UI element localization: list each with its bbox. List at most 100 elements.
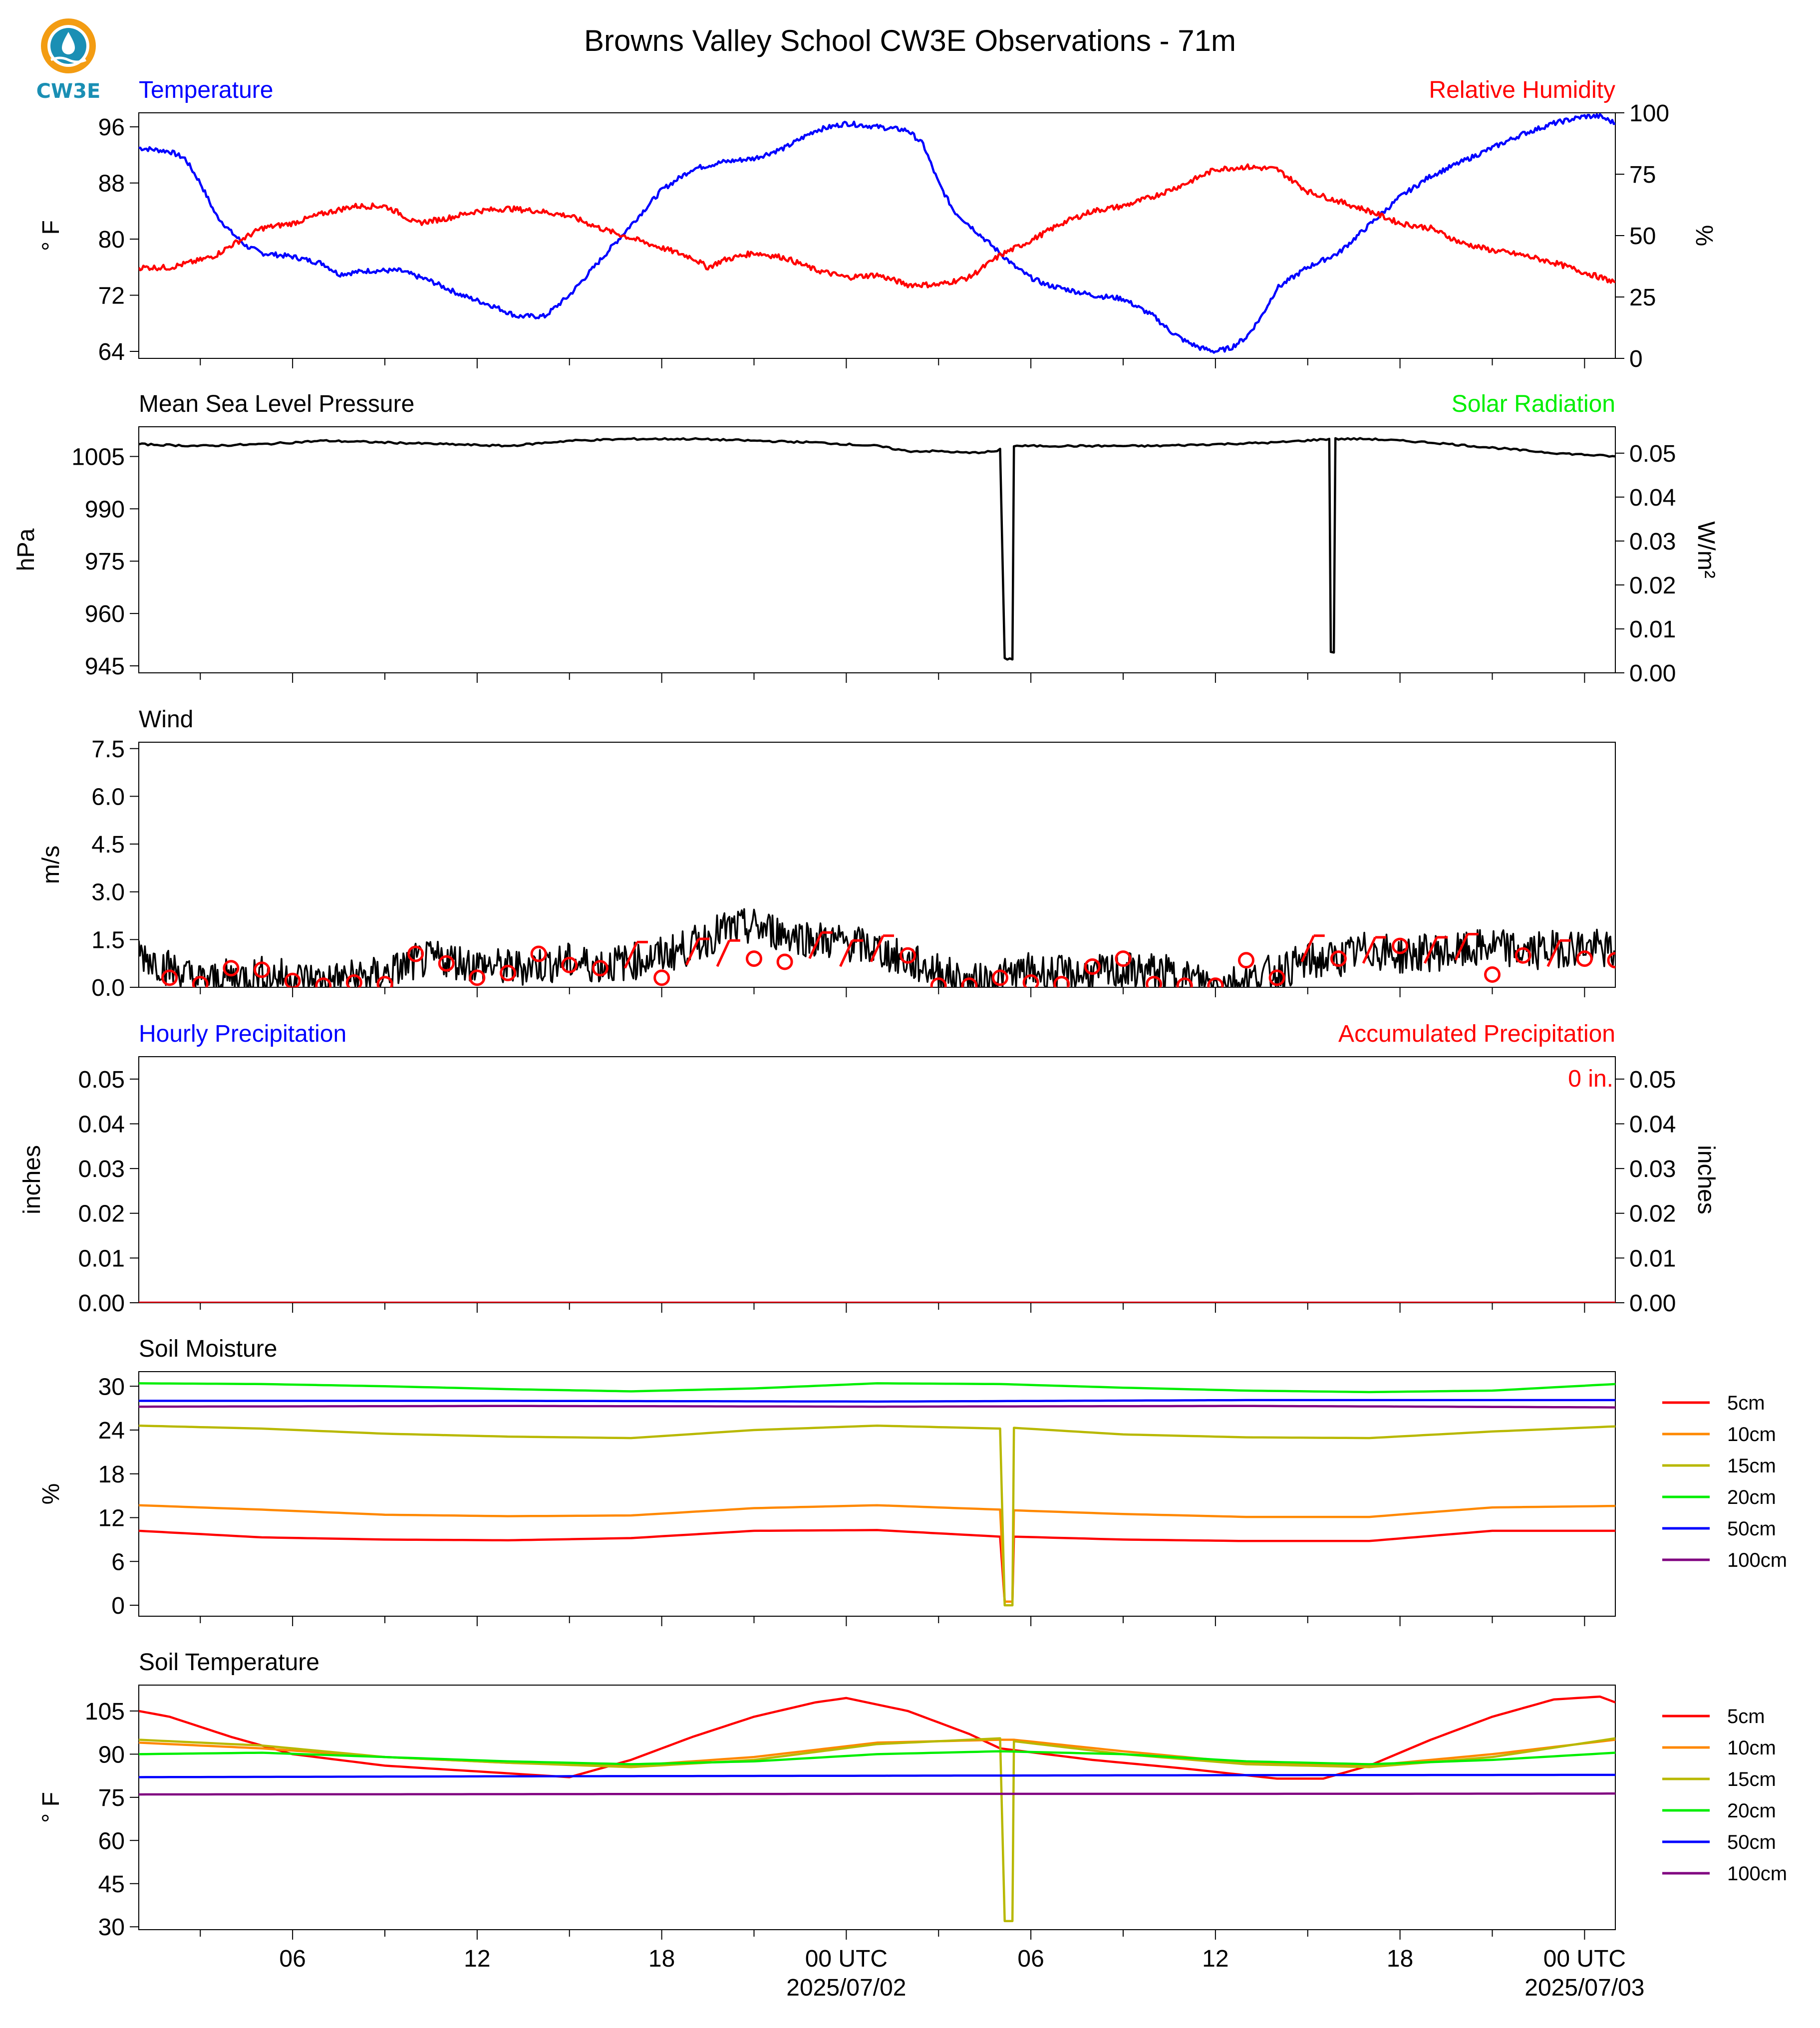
y-tick-label-right: 0 [1629,346,1643,372]
y-tick-label-right: 75 [1629,162,1656,188]
x-axis-labels: 06 12 18 00 UTC 06 12 18 00 UTC 2025/07/02 2025/0… [279,1946,1644,2001]
y-tick-label: 24 [98,1418,125,1444]
wind-barb-calm [1207,977,1224,987]
y-tick-label-right: 0.05 [1629,441,1676,467]
y-tick-label: 7.5 [91,736,125,763]
y-tick-label-right: 0.04 [1629,485,1676,511]
wind-barb-calm [561,956,578,973]
x-tick-label: 06 [1017,1946,1044,1972]
wind-barb [716,940,731,967]
wind-barb-calm [469,969,486,986]
x-tick-label: 12 [464,1946,490,1972]
series-group [139,113,1615,354]
series-line-relative-humidity [139,163,1615,289]
series-group [139,908,1615,987]
wind-barb-calm [1484,966,1501,983]
y-tick-label-right: 100 [1629,100,1669,127]
panels: Temperature Relative Humidity647280889602… [13,77,1787,1941]
wind-barb-calm [192,976,209,987]
y-tick-label-right: 0.04 [1629,1111,1676,1138]
wind-barb-calm [1053,976,1070,987]
y-tick-label: 0.03 [78,1156,125,1182]
y-tick-label: 45 [98,1871,125,1898]
panel-title-right: Solar Radiation [1452,391,1615,417]
panel-soil-temperature: Soil Temperature 30 45 60 75 90 105 ° F 5cm 10cm 1… [38,1649,1787,1941]
wind-barb-calm [1084,958,1101,975]
y-tick-label: 4.5 [91,832,125,858]
panel-wind: Wind 0.0 1.5 3.0 4.5 6.0 7.5 m/s [38,706,1616,1001]
wind-barb-calm [1515,947,1531,964]
series-line-5cm [139,1529,1615,1603]
y-axis-label-right: W/m² [1693,521,1719,579]
wind-barb-calm [315,977,332,987]
wind-barb-calm [254,961,270,978]
y-tick-label: 6 [111,1549,125,1575]
accumulated-total-label: 0 in. [1568,1066,1613,1092]
y-tick-label: 0 [111,1593,125,1619]
y-tick-label: 30 [98,1374,125,1400]
y-axis-label: inches [19,1145,45,1214]
y-axis-label: hPa [13,528,39,571]
wind-barb-calm [1238,952,1254,969]
y-tick-label-right: 0.02 [1629,1201,1676,1227]
wind-barb-calm [500,964,516,981]
y-axis-label: m/s [38,846,64,884]
wind-barb-calm [376,976,393,987]
y-tick-label: 60 [98,1828,125,1854]
panel-title-right: Accumulated Precipitation [1338,1021,1615,1047]
y-tick-label: 3.0 [91,879,125,906]
wind-barb-calm [345,974,362,987]
wind-barb-calm [653,969,670,986]
wind-barb-calm [992,969,1008,986]
panel-precipitation: Hourly Precipitation Accumulated Precipit… [19,1021,1719,1317]
y-tick-label: 105 [85,1699,125,1725]
wind-barb-calm [930,977,947,987]
plot-frame [138,426,1616,673]
y-tick-label: 6.0 [91,784,125,810]
wind-barb [808,932,823,959]
y-tick-label: 0.0 [91,975,125,1001]
legend-label: 10cm [1727,1737,1776,1759]
y-tick-label: 0.02 [78,1201,125,1227]
y-tick-label: 960 [85,601,125,627]
legend-label: 100cm [1727,1549,1787,1571]
wind-barb-calm [1146,976,1163,987]
y-tick-label: 88 [98,171,125,197]
wind-barb [1546,940,1561,967]
series-line-50cm [139,1773,1615,1778]
wind-barb [685,938,700,966]
y-tick-label: 90 [98,1741,125,1768]
figure-title: Browns Valley School CW3E Observations -… [584,24,1236,57]
y-tick-label: 1.5 [91,927,125,953]
wind-barb-calm [1576,950,1593,967]
y-tick-label: 30 [98,1914,125,1941]
wind-barb [1362,936,1377,964]
y-tick-label: 0.01 [78,1245,125,1272]
wind-barb-calm [1607,952,1615,969]
logo-text: CW3E [36,80,101,103]
y-axis-label-right: % [1691,225,1717,247]
panel-temperature-humidity: Temperature Relative Humidity 64 72 80 88 96 0 2… [38,77,1717,372]
x-tick-label: 00 UTC [1543,1946,1626,1972]
series-line-15cm [139,1424,1615,1607]
y-tick-label-right: 50 [1629,223,1656,250]
wind-barb-calm [161,969,178,986]
y-tick-label: 75 [98,1785,125,1811]
series-line-10cm [139,1504,1615,1603]
x-tick-label: 18 [1387,1946,1413,1972]
series-group [139,1695,1615,1922]
panel-pressure-solar: Mean Sea Level Pressure Solar Radiation 94… [13,391,1719,687]
series-line-20cm [139,1382,1615,1394]
y-tick-label-right: 0.02 [1629,573,1676,599]
x-tick-label: 12 [1202,1946,1228,1972]
plot-frame [138,1685,1616,1930]
y-tick-label: 64 [98,339,125,365]
legend-label: 5cm [1727,1706,1765,1728]
y-tick-label-right: 0.03 [1629,1156,1676,1182]
series-line-100cm [139,1405,1615,1409]
legend-label: 15cm [1727,1455,1776,1477]
wind-barb-calm [746,950,762,967]
legend-label: 100cm [1727,1863,1787,1885]
y-tick-label-right: 0.01 [1629,616,1676,643]
wind-barb-calm [407,945,424,962]
